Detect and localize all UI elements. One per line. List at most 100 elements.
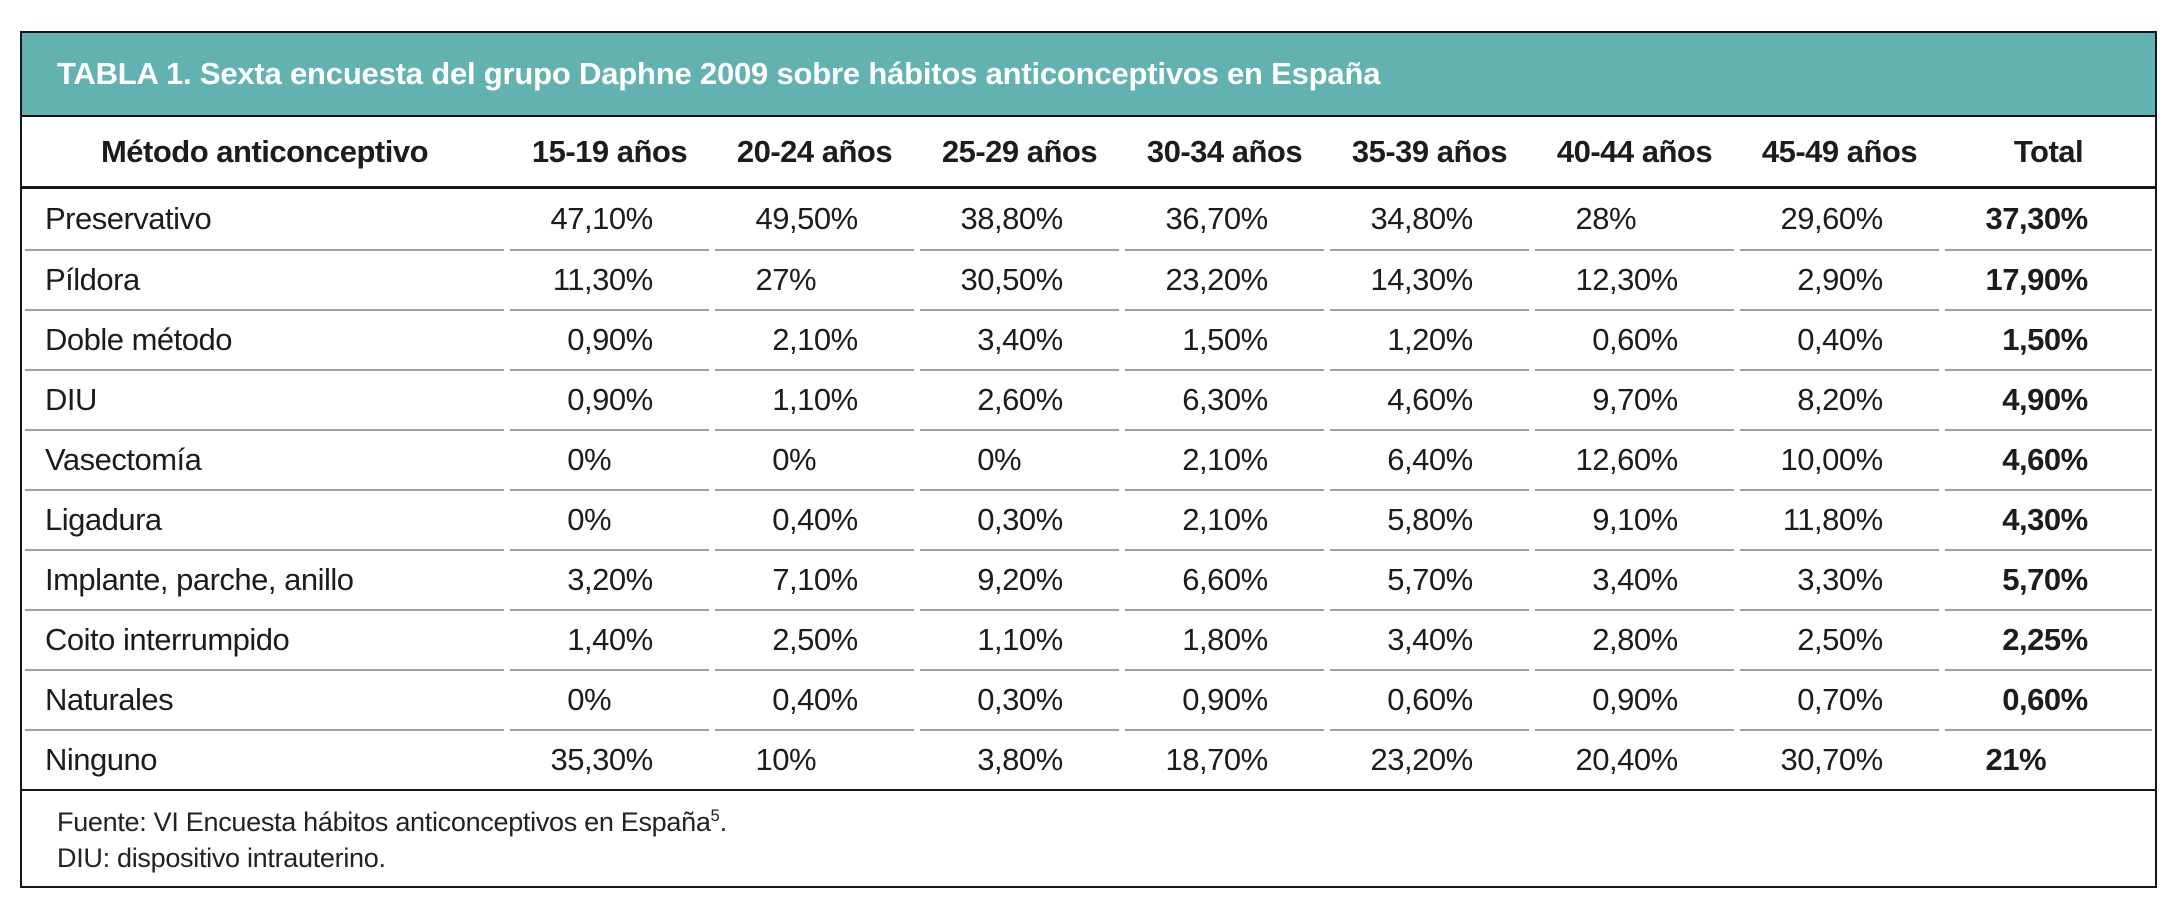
value-cell: 0%: [715, 429, 914, 489]
value-fraction-part: ,20%: [1404, 322, 1473, 357]
value-cell: 10,00%: [1740, 429, 1939, 489]
value-integer-part: 35: [550, 742, 585, 777]
table-row: Naturales 0% 0,40% 0,30% 0,90% 0,60% 0,90% 0,70…: [22, 669, 2155, 729]
value-cell: 34,80%: [1330, 189, 1529, 249]
value-cell: 2,60%: [920, 369, 1119, 429]
value-fraction-part: ,70%: [1199, 742, 1268, 777]
value-cell: 1,50%: [1125, 309, 1324, 369]
value-cell: 9,20%: [920, 549, 1119, 609]
value-integer-part: 34: [1370, 201, 1405, 236]
value-integer-part: 10: [1780, 442, 1815, 477]
row-label: Ninguno: [25, 729, 504, 789]
value-integer-part: 2: [1797, 262, 1814, 297]
total-value-cell: 0,60%: [1945, 669, 2152, 729]
value-fraction-part: %: [584, 442, 612, 477]
value-integer-part: 29: [1780, 201, 1815, 236]
column-header: 15-19 años: [531, 133, 688, 169]
value-integer-part: 7: [772, 562, 789, 597]
value-fraction-part: ,90%: [1199, 682, 1268, 717]
value-integer-part: 0: [1797, 322, 1814, 357]
value-fraction-part: ,60%: [1199, 562, 1268, 597]
value-integer-part: 11: [1782, 502, 1815, 537]
value-integer-part: 0: [772, 442, 789, 477]
value-fraction-part: ,70%: [1814, 682, 1883, 717]
value-cell: 35,30%: [510, 729, 709, 789]
value-cell: 0,40%: [715, 489, 914, 549]
value-cell: 2,10%: [1125, 489, 1324, 549]
value-fraction-part: ,30%: [994, 682, 1063, 717]
row-label: Preservativo: [45, 201, 212, 236]
value-fraction-part: ,50%: [789, 201, 858, 236]
value-cell: 0,40%: [1740, 309, 1939, 369]
value-fraction-part: ,90%: [1814, 262, 1883, 297]
value-cell: 49,50%: [715, 189, 914, 249]
value-integer-part: 0: [1182, 682, 1199, 717]
table-row: DIU 0,90% 1,10% 2,60% 6,30% 4,60% 9,70% 8,20% 4,…: [22, 369, 2155, 429]
value-cell: 3,40%: [1535, 549, 1734, 609]
value-cell: 11,30%: [510, 249, 709, 309]
value-cell: 1,40%: [510, 609, 709, 669]
value-fraction-part: ,80%: [1199, 622, 1268, 657]
value-cell: 5,70%: [1330, 549, 1529, 609]
value-fraction-part: ,70%: [1814, 742, 1883, 777]
value-cell: 12,60%: [1535, 429, 1734, 489]
value-integer-part: 4: [2002, 382, 2019, 417]
value-integer-part: 9: [1592, 382, 1609, 417]
row-label: Doble método: [25, 309, 504, 369]
value-integer-part: 3: [977, 322, 994, 357]
value-cell: 3,30%: [1740, 549, 1939, 609]
value-cell: 2,90%: [1740, 249, 1939, 309]
column-header-method: Método anticonceptivo: [100, 133, 429, 169]
value-fraction-part: ,40%: [1814, 322, 1883, 357]
value-integer-part: 6: [1182, 562, 1199, 597]
total-value-cell: 4,60%: [1945, 429, 2152, 489]
value-integer-part: 2: [772, 322, 789, 357]
value-integer-part: 5: [1387, 562, 1404, 597]
value-fraction-part: ,30%: [994, 502, 1063, 537]
value-integer-part: 27: [755, 262, 790, 297]
value-fraction-part: ,20%: [994, 562, 1063, 597]
value-cell: 1,10%: [715, 369, 914, 429]
table-frame: TABLA 1. Sexta encuesta del grupo Daphne…: [20, 31, 2157, 888]
value-cell: 1,20%: [1330, 309, 1529, 369]
value-fraction-part: ,90%: [584, 382, 653, 417]
value-fraction-part: ,90%: [2019, 262, 2088, 297]
column-header: 35-39 años: [1351, 133, 1508, 169]
value-fraction-part: %: [584, 682, 612, 717]
value-fraction-part: ,30%: [2019, 201, 2088, 236]
value-fraction-part: ,50%: [2019, 322, 2088, 357]
value-integer-part: 2: [2002, 622, 2019, 657]
value-integer-part: 0: [567, 502, 584, 537]
value-cell: 3,40%: [1330, 609, 1529, 669]
value-cell: 3,40%: [920, 309, 1119, 369]
value-integer-part: 2: [1182, 502, 1199, 537]
total-value-cell: 5,70%: [1945, 549, 2152, 609]
value-cell: 30,50%: [920, 249, 1119, 309]
value-integer-part: 0: [567, 682, 584, 717]
column-header: 30-34 años: [1146, 133, 1303, 169]
value-cell: 0,30%: [920, 489, 1119, 549]
value-fraction-part: ,60%: [1609, 442, 1678, 477]
value-cell: 2,80%: [1535, 609, 1734, 669]
column-header: 25-29 años: [941, 133, 1098, 169]
value-fraction-part: ,60%: [1814, 201, 1883, 236]
value-fraction-part: ,10%: [789, 322, 858, 357]
value-cell: 6,30%: [1125, 369, 1324, 429]
value-integer-part: 3: [1797, 562, 1814, 597]
value-fraction-part: ,10%: [1199, 502, 1268, 537]
value-cell: 38,80%: [920, 189, 1119, 249]
value-integer-part: 18: [1165, 742, 1200, 777]
footnote-source-superscript: 5: [710, 806, 720, 825]
value-integer-part: 4: [2002, 442, 2019, 477]
column-header: 20-24 años: [736, 133, 893, 169]
value-integer-part: 9: [1592, 502, 1609, 537]
value-integer-part: 36: [1165, 201, 1200, 236]
value-fraction-part: ,20%: [1404, 742, 1473, 777]
value-cell: 4,60%: [1330, 369, 1529, 429]
row-label: Coito interrumpido: [25, 609, 504, 669]
value-fraction-part: ,40%: [1609, 562, 1678, 597]
value-fraction-part: ,30%: [1199, 382, 1268, 417]
value-integer-part: 21: [1985, 742, 2020, 777]
value-fraction-part: ,10%: [789, 382, 858, 417]
table-row: Coito interrumpido 1,40% 2,50% 1,10% 1,80% 3,…: [22, 609, 2155, 669]
